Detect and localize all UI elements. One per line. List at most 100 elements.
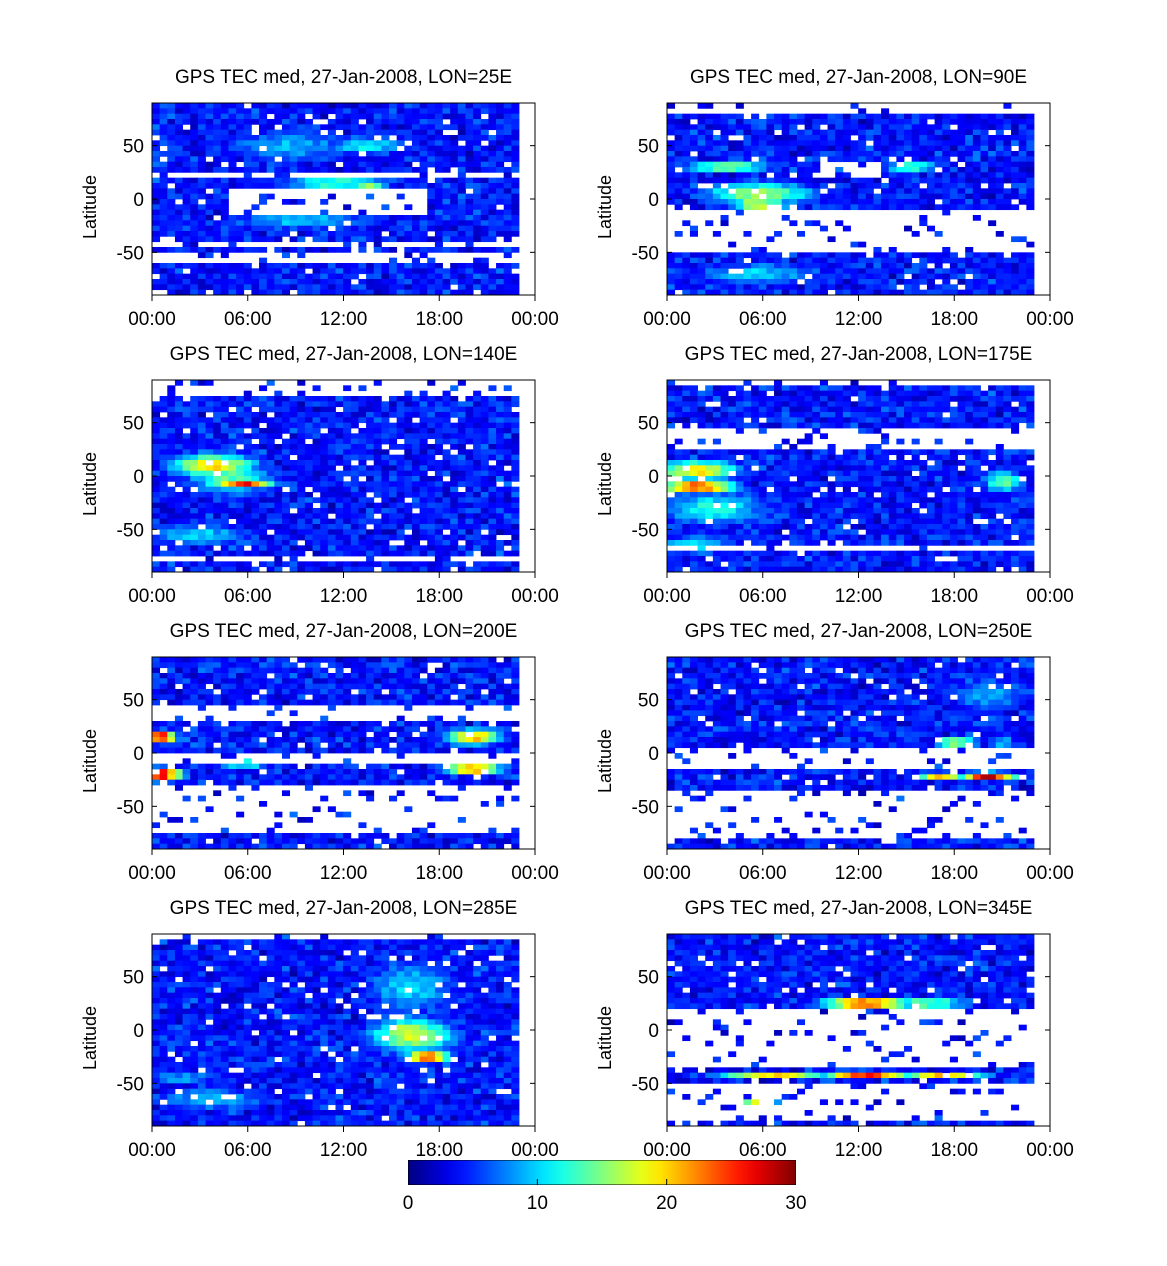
heatmap-cell xyxy=(720,252,729,259)
heatmap-cell xyxy=(220,417,229,424)
heatmap-cell xyxy=(712,284,721,291)
heatmap-cell xyxy=(835,481,844,488)
heatmap-cell xyxy=(419,289,428,296)
heatmap-cell xyxy=(735,390,744,397)
heatmap-cell xyxy=(812,524,821,530)
heatmap-cell xyxy=(396,108,405,115)
heatmap-cell xyxy=(858,396,867,402)
heatmap-cell xyxy=(682,540,691,546)
heatmap-cell xyxy=(728,140,737,147)
heatmap-cell xyxy=(503,225,512,232)
heatmap-cell xyxy=(842,129,851,136)
heatmap-cell xyxy=(167,476,176,482)
heatmap-cell xyxy=(796,172,806,179)
heatmap-cell xyxy=(243,156,252,163)
heatmap-cell xyxy=(503,412,512,418)
heatmap-cell xyxy=(689,231,698,237)
heatmap-cell xyxy=(904,284,913,291)
heatmap-cell xyxy=(396,231,405,237)
heatmap-cell xyxy=(957,183,966,189)
heatmap-cell xyxy=(358,140,367,147)
heatmap-cell xyxy=(728,257,737,264)
heatmap-cell xyxy=(682,252,691,259)
heatmap-cell xyxy=(205,273,214,280)
heatmap-cell xyxy=(152,119,161,125)
heatmap-cell xyxy=(957,151,966,157)
heatmap-cell xyxy=(473,199,482,205)
heatmap-cell xyxy=(197,545,206,552)
heatmap-cell xyxy=(297,247,306,253)
heatmap-cell xyxy=(274,444,283,450)
heatmap-cell xyxy=(712,231,721,237)
heatmap-cell xyxy=(457,268,466,275)
heatmap-cell xyxy=(674,199,683,205)
heatmap-cell xyxy=(174,284,183,291)
heatmap-cell xyxy=(827,492,836,498)
heatmap-cell xyxy=(667,454,676,461)
heatmap-cell xyxy=(957,119,966,125)
heatmap-cell xyxy=(182,433,191,440)
heatmap-cell xyxy=(396,135,405,141)
heatmap-cell xyxy=(251,156,260,163)
heatmap-cell xyxy=(251,545,260,552)
heatmap-cell xyxy=(297,113,306,120)
heatmap-cell xyxy=(190,518,199,525)
heatmap-cell xyxy=(159,566,168,573)
heatmap-cell xyxy=(496,268,505,275)
heatmap-cell xyxy=(350,135,359,141)
heatmap-cell xyxy=(404,225,413,232)
heatmap-cell xyxy=(465,401,474,408)
heatmap-cell xyxy=(705,119,714,125)
heatmap-cell xyxy=(972,113,981,120)
heatmap-cell xyxy=(697,252,706,259)
heatmap-cell xyxy=(465,417,474,424)
heatmap-cell xyxy=(465,550,474,557)
heatmap-cell xyxy=(781,508,790,514)
heatmap-cell xyxy=(350,284,359,291)
heatmap-cell xyxy=(335,534,344,541)
heatmap-cell xyxy=(152,497,161,504)
heatmap-cell xyxy=(804,396,813,402)
heatmap-cell xyxy=(743,497,752,504)
heatmap-cell xyxy=(712,460,721,466)
heatmap-cell xyxy=(419,279,428,285)
heatmap-cell xyxy=(480,497,489,504)
heatmap-cell xyxy=(190,561,199,568)
heatmap-cell xyxy=(427,236,436,243)
heatmap-cell xyxy=(511,444,520,450)
heatmap-cell xyxy=(774,177,783,184)
heatmap-cell xyxy=(720,177,729,184)
heatmap-cell xyxy=(919,145,928,152)
heatmap-cell xyxy=(789,188,798,195)
heatmap-cell xyxy=(873,183,882,189)
heatmap-cell xyxy=(728,129,737,136)
heatmap-cell xyxy=(674,172,683,179)
heatmap-cell xyxy=(228,129,237,136)
heatmap-cell xyxy=(488,529,497,536)
heatmap-cell xyxy=(850,380,859,386)
heatmap-cell xyxy=(835,454,844,461)
heatmap-cell xyxy=(751,513,760,520)
heatmap-cell xyxy=(442,449,451,456)
heatmap-cell xyxy=(174,108,183,115)
heatmap-cell xyxy=(457,529,466,536)
y-tick-label: 0 xyxy=(133,467,144,488)
heatmap-cell xyxy=(804,454,813,461)
heatmap-cell xyxy=(266,161,275,168)
heatmap-cell xyxy=(411,151,421,157)
heatmap-cell xyxy=(182,529,191,536)
heatmap-cell xyxy=(327,486,336,493)
heatmap-cell xyxy=(373,561,382,568)
heatmap-cell xyxy=(182,545,191,552)
heatmap-cell xyxy=(720,273,729,280)
heatmap-cell xyxy=(488,103,497,109)
heatmap-cell xyxy=(259,284,268,291)
heatmap-cell xyxy=(373,145,382,152)
heatmap-cell xyxy=(396,156,405,163)
heatmap-cell xyxy=(781,486,790,493)
heatmap-cell xyxy=(274,486,283,493)
heatmap-cell xyxy=(266,396,275,402)
heatmap-cell xyxy=(705,406,714,413)
heatmap-cell xyxy=(312,177,321,184)
